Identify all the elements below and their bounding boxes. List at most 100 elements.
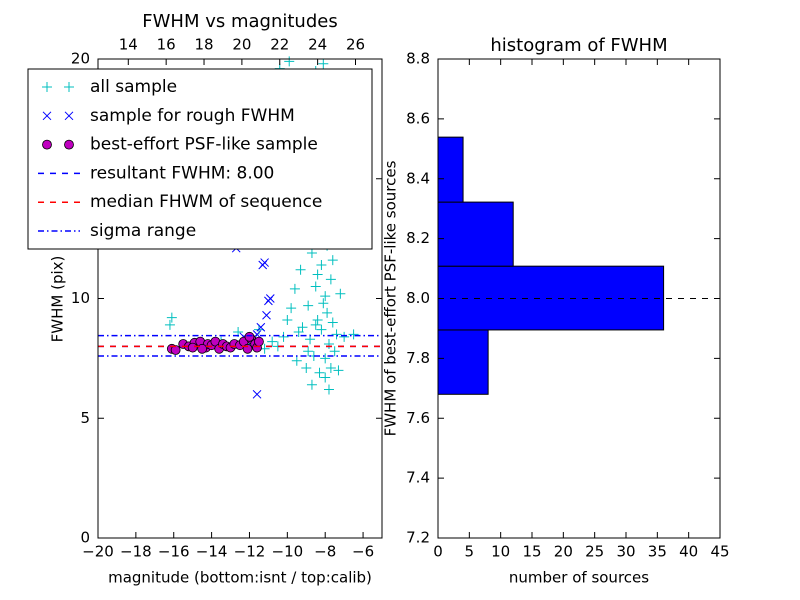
point <box>284 56 295 67</box>
x2-tick-label: 20 <box>232 36 251 54</box>
point <box>252 389 262 399</box>
point <box>286 303 297 314</box>
legend-marker <box>64 82 74 92</box>
point <box>339 331 350 342</box>
point <box>306 247 317 258</box>
x-tick-label: 35 <box>648 543 667 561</box>
point <box>325 274 336 285</box>
point <box>320 353 331 364</box>
point <box>312 315 323 326</box>
point <box>291 355 302 366</box>
y-tick-label: 7.6 <box>406 409 430 427</box>
point <box>312 269 323 280</box>
point <box>295 264 306 275</box>
x-tick-label: 25 <box>585 543 604 561</box>
point <box>318 58 329 69</box>
legend-marker <box>42 111 52 121</box>
point <box>335 288 346 299</box>
plot-area <box>437 136 720 395</box>
point <box>289 283 300 294</box>
y-tick-label: 5 <box>80 409 90 427</box>
legend-marker <box>42 82 52 92</box>
legend-label: sample for rough FWHM <box>90 106 295 126</box>
point <box>320 372 331 383</box>
point <box>262 310 271 320</box>
point <box>306 379 317 390</box>
y-tick-label: 8.4 <box>406 169 430 187</box>
x2-tick-label: 26 <box>346 36 365 54</box>
chart-title: histogram of FWHM <box>490 35 667 56</box>
point <box>329 346 340 357</box>
y-tick-label: 8.0 <box>406 289 430 307</box>
point <box>244 331 255 342</box>
x-tick-label: 20 <box>554 543 573 561</box>
x-tick-label: 0 <box>433 543 443 561</box>
point <box>320 291 331 302</box>
point <box>327 255 338 266</box>
x-tick-label: −6 <box>352 543 374 561</box>
point <box>318 298 329 309</box>
legend-label: resultant FWHM: 8.00 <box>90 163 274 183</box>
point <box>323 339 334 350</box>
bar <box>437 201 514 267</box>
point <box>258 260 268 270</box>
x2-tick-label: 16 <box>157 36 176 54</box>
point <box>316 259 327 270</box>
x-tick-label: −10 <box>272 543 304 561</box>
x-tick-label: 5 <box>465 543 475 561</box>
legend-marker <box>64 111 74 121</box>
legend-label: sigma range <box>90 221 196 241</box>
point <box>170 345 181 355</box>
point <box>303 346 314 357</box>
x2-tick-label: 22 <box>270 36 289 54</box>
point <box>256 322 266 332</box>
y-tick-label: 7.8 <box>406 349 430 367</box>
x-tick-label: −14 <box>196 543 228 561</box>
y-tick-label: 20 <box>71 50 90 68</box>
x-tick-label: −18 <box>120 543 152 561</box>
y-tick-label: 10 <box>71 289 90 307</box>
x2-tick-label: 18 <box>194 36 213 54</box>
x-tick-label: −16 <box>158 543 190 561</box>
x-tick-label: −20 <box>82 543 114 561</box>
bar <box>437 136 464 203</box>
x2-tick-label: 14 <box>119 36 138 54</box>
point <box>166 312 177 323</box>
x2-tick-label: 24 <box>308 36 327 54</box>
point <box>197 343 208 354</box>
legend-label: median FHWM of sequence <box>90 192 322 212</box>
x-tick-label: 40 <box>679 543 698 561</box>
bar <box>437 329 489 395</box>
point <box>325 362 336 373</box>
y-tick-label: 7.4 <box>406 469 430 487</box>
point <box>265 294 275 303</box>
x-tick-label: −8 <box>314 543 336 561</box>
legend-label: all sample <box>90 77 177 97</box>
point <box>316 324 327 335</box>
point <box>314 367 325 378</box>
point <box>282 315 293 326</box>
x-axis-label: number of sources <box>509 569 649 587</box>
point <box>322 307 333 318</box>
legend-label: best-effort PSF-like sample <box>90 135 318 155</box>
x-tick-label: 30 <box>616 543 635 561</box>
x-axis-label: magnitude (bottom:isnt / top:calib) <box>108 569 372 587</box>
y-tick-label: 8.6 <box>406 109 430 127</box>
x-tick-label: −12 <box>234 543 266 561</box>
legend-box <box>27 68 373 250</box>
point <box>310 319 321 330</box>
point <box>327 317 338 328</box>
point <box>333 365 344 376</box>
point <box>348 329 359 340</box>
point <box>331 329 342 340</box>
point <box>323 384 334 395</box>
point <box>164 319 175 330</box>
x-tick-label: 15 <box>522 543 541 561</box>
y-tick-label: 8.8 <box>406 50 430 68</box>
point <box>278 331 289 342</box>
point <box>293 327 304 338</box>
point <box>301 362 312 373</box>
point <box>303 300 314 311</box>
